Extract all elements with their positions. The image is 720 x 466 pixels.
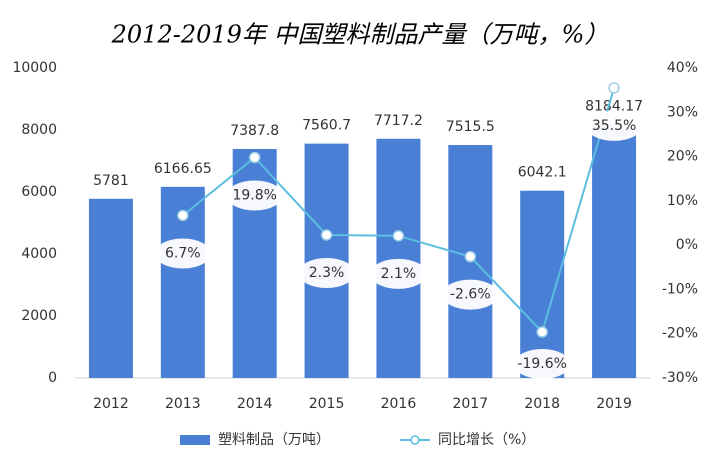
y2-tick-label: 40% (667, 60, 698, 76)
bar-value-label: 7560.7 (302, 118, 351, 134)
value-label-bg (298, 257, 355, 288)
y2-tick-label: 10% (667, 193, 698, 209)
y-tick-label: 0 (48, 370, 57, 386)
y2-tick-label: -30% (662, 370, 698, 386)
bar-value-label: 8184.17 (585, 98, 643, 114)
bar-value-label: 7387.8 (230, 123, 279, 139)
bar (592, 124, 637, 378)
y-tick-label: 2000 (21, 308, 57, 324)
x-tick-label: 2017 (452, 396, 488, 412)
line-value-label: 35.5% (592, 118, 636, 134)
legend-swatch (410, 435, 420, 445)
x-tick-label: 2013 (165, 396, 201, 412)
bar (88, 198, 133, 378)
bar (376, 138, 421, 378)
x-tick-label: 2014 (237, 396, 273, 412)
line-value-label: 2.1% (381, 266, 417, 282)
legend-label: 同比增长（%） (438, 432, 535, 448)
line-marker (608, 82, 620, 94)
bar-value-label: 6166.65 (154, 161, 212, 177)
legend-label: 塑料制品（万吨） (218, 432, 330, 448)
line-marker (464, 250, 477, 263)
line-value-label: 2.3% (309, 265, 345, 281)
line-value-label: -2.6% (450, 287, 491, 303)
line-marker (177, 209, 189, 222)
line-value-label: -19.6% (517, 356, 567, 372)
y-tick-label: 4000 (21, 246, 57, 262)
legend-swatch (180, 435, 210, 445)
y-tick-label: 6000 (21, 184, 57, 200)
line-value-label: 6.7% (165, 245, 201, 261)
line-marker (320, 229, 333, 241)
x-tick-label: 2019 (596, 396, 632, 412)
bar-value-label: 6042.1 (518, 165, 567, 181)
value-label-bg (226, 180, 283, 211)
y2-tick-label: 0% (676, 237, 698, 253)
y-tick-label: 10000 (12, 60, 57, 76)
value-label-bg (442, 279, 499, 310)
line-marker (248, 151, 261, 164)
y2-tick-label: -10% (662, 281, 698, 297)
line-marker (392, 230, 405, 242)
value-label-bg (586, 110, 643, 141)
x-tick-label: 2015 (309, 396, 345, 412)
bar-value-label: 7515.5 (446, 119, 495, 135)
value-label-bg (154, 238, 211, 269)
line-value-label: 19.8% (232, 187, 276, 203)
y2-tick-label: 20% (667, 149, 698, 165)
bar-value-label: 7717.2 (374, 113, 423, 129)
y2-tick-label: -20% (662, 326, 698, 342)
value-label-bg (370, 258, 427, 289)
bar-value-label: 5781 (93, 173, 129, 189)
line-marker (536, 326, 548, 338)
chart-title: 2012-2019年 中国塑料制品产量（万吨，%） (111, 21, 609, 49)
y-tick-label: 8000 (21, 122, 57, 138)
y2-tick-label: 30% (667, 104, 698, 120)
x-tick-label: 2016 (381, 396, 417, 412)
x-tick-label: 2018 (524, 396, 560, 412)
value-label-bg (514, 349, 571, 379)
x-tick-label: 2012 (93, 396, 129, 412)
